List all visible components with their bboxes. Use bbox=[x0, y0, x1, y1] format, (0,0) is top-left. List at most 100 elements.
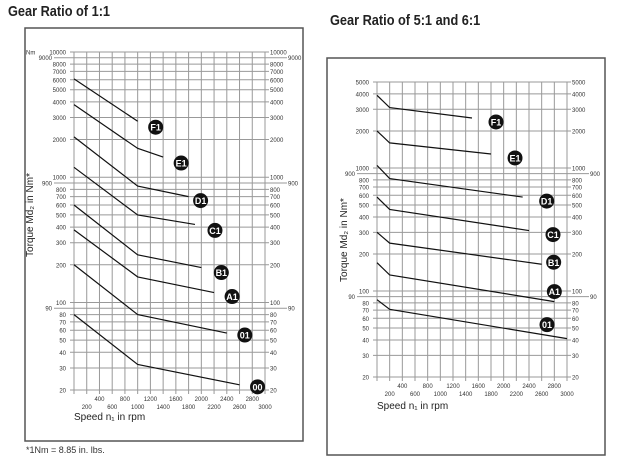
y-tick-label-right: 9000 bbox=[288, 56, 302, 62]
x-tick-label: 600 bbox=[107, 405, 118, 411]
series-label-F1: F1 bbox=[491, 117, 502, 127]
y-tick-label-right: 40 bbox=[572, 338, 579, 344]
y-tick-label-right: 20 bbox=[270, 389, 277, 395]
y-tick-label-left: 900 bbox=[42, 181, 53, 187]
y-tick-label-right: 20 bbox=[572, 376, 579, 382]
y-tick-label-left: 50 bbox=[362, 327, 369, 333]
y-tick-label-left: 500 bbox=[359, 204, 370, 210]
y-tick-label-right: 10000 bbox=[270, 51, 287, 57]
y-tick-label-right: 700 bbox=[572, 186, 583, 192]
y-tick-label-left: 4000 bbox=[53, 100, 67, 106]
y-tick-label-left: 600 bbox=[359, 194, 370, 200]
y-tick-label-left: 5000 bbox=[356, 81, 370, 87]
y-tick-label-left: 30 bbox=[59, 366, 66, 372]
y-tick-label-right: 30 bbox=[572, 354, 579, 360]
x-tick-label: 1400 bbox=[156, 405, 170, 411]
series-label-01: 01 bbox=[240, 331, 250, 341]
y-tick-label-left: 5000 bbox=[53, 88, 67, 94]
x-axis-label: Speed n₁ in rpm bbox=[74, 412, 145, 423]
y-tick-label-right: 50 bbox=[270, 339, 277, 345]
y-tick-label-left: 40 bbox=[362, 338, 369, 344]
x-tick-label: 1800 bbox=[484, 392, 498, 398]
series-line-F1 bbox=[376, 94, 473, 119]
y-tick-label-right: 200 bbox=[270, 263, 281, 269]
y-tick-label-right: 2000 bbox=[572, 129, 586, 135]
series-line-F1 bbox=[73, 78, 138, 122]
y-tick-label-right: 600 bbox=[270, 204, 281, 210]
y-tick-label-left: 3000 bbox=[53, 116, 67, 122]
y-tick-label-right: 5000 bbox=[270, 88, 284, 94]
y-tick-label-right: 100 bbox=[270, 301, 281, 307]
y-tick-label-left: 800 bbox=[56, 188, 67, 194]
y-tick-label-right: 300 bbox=[270, 241, 281, 247]
y-tick-label-right: 400 bbox=[572, 215, 583, 221]
y-tick-label-right: 4000 bbox=[270, 100, 284, 106]
y-tick-label-left: 6000 bbox=[53, 78, 67, 84]
y-tick-label-right: 80 bbox=[572, 301, 579, 307]
series-badge-B1 bbox=[546, 254, 562, 270]
y-tick-label-right: 2000 bbox=[270, 138, 284, 144]
chart-title-1: Gear Ratio of 1:1 bbox=[8, 3, 111, 20]
y-tick-label-left: 80 bbox=[362, 301, 369, 307]
x-tick-label: 1600 bbox=[472, 384, 486, 390]
y-tick-label-right: 200 bbox=[572, 252, 583, 258]
y-tick-label-right: 300 bbox=[572, 231, 583, 237]
series-line-01 bbox=[73, 264, 227, 334]
y-tick-label-right: 500 bbox=[572, 204, 583, 210]
y-tick-label-left: 300 bbox=[56, 241, 67, 247]
y-tick-label-right: 80 bbox=[270, 313, 277, 319]
y-tick-label-left: 20 bbox=[362, 376, 369, 382]
y-tick-label-right: 3000 bbox=[270, 116, 284, 122]
x-tick-label: 2800 bbox=[246, 397, 260, 403]
series-line-01 bbox=[376, 299, 568, 340]
series-badge-01 bbox=[539, 317, 555, 333]
y-tick-label-right: 30 bbox=[270, 366, 277, 372]
x-tick-label: 2800 bbox=[548, 384, 562, 390]
series-label-C1: C1 bbox=[547, 230, 559, 240]
x-tick-label: 1000 bbox=[131, 405, 145, 411]
y-tick-label-right: 70 bbox=[572, 309, 579, 315]
x-tick-label: 2400 bbox=[220, 397, 234, 403]
chart-frame bbox=[326, 57, 606, 456]
y-tick-label-right: 90 bbox=[288, 307, 295, 313]
y-tick-label-right: 700 bbox=[270, 195, 281, 201]
series-badge-C1 bbox=[545, 227, 561, 243]
y-tick-label-left: 60 bbox=[362, 317, 369, 323]
series-badge-D1 bbox=[193, 193, 209, 209]
series-line-A1 bbox=[73, 229, 215, 294]
series-line-E1 bbox=[376, 130, 492, 155]
x-tick-label: 1000 bbox=[434, 392, 448, 398]
series-label-F1: F1 bbox=[150, 123, 161, 133]
y-tick-label-left: 600 bbox=[56, 204, 67, 210]
y-tick-label-left: 500 bbox=[56, 213, 67, 219]
series-line-C1 bbox=[376, 196, 530, 232]
x-tick-label: 2400 bbox=[522, 384, 536, 390]
series-line-E1 bbox=[73, 104, 164, 158]
chart-frame bbox=[24, 27, 304, 442]
y-tick-label-right: 4000 bbox=[572, 92, 586, 98]
x-tick-label: 2000 bbox=[497, 384, 511, 390]
y-tick-label-left: 50 bbox=[59, 339, 66, 345]
series-badge-01 bbox=[237, 327, 253, 343]
series-line-B1 bbox=[73, 204, 202, 269]
y-tick-label-left: 9000 bbox=[39, 56, 53, 62]
y-tick-label-right: 100 bbox=[572, 290, 583, 296]
y-tick-label-right: 7000 bbox=[270, 70, 284, 76]
y-tick-label-right: 60 bbox=[270, 329, 277, 335]
y-tick-label-left: 1000 bbox=[53, 176, 67, 182]
y-tick-label-right: 40 bbox=[270, 351, 277, 357]
y-tick-label-right: 70 bbox=[270, 320, 277, 326]
y-unit-label: Nm bbox=[26, 51, 35, 57]
y-tick-label-left: 4000 bbox=[356, 92, 370, 98]
y-tick-label-left: 300 bbox=[359, 231, 370, 237]
y-tick-label-right: 6000 bbox=[270, 78, 284, 84]
x-tick-label: 1200 bbox=[144, 397, 158, 403]
y-tick-label-left: 20 bbox=[59, 389, 66, 395]
series-badge-A1 bbox=[224, 289, 240, 305]
y-tick-label-right: 400 bbox=[270, 226, 281, 232]
y-axis-label: Torque Md₂ in Nm* bbox=[339, 198, 350, 282]
y-tick-label-right: 60 bbox=[572, 317, 579, 323]
y-tick-label-right: 600 bbox=[572, 194, 583, 200]
y-tick-label-left: 400 bbox=[56, 226, 67, 232]
